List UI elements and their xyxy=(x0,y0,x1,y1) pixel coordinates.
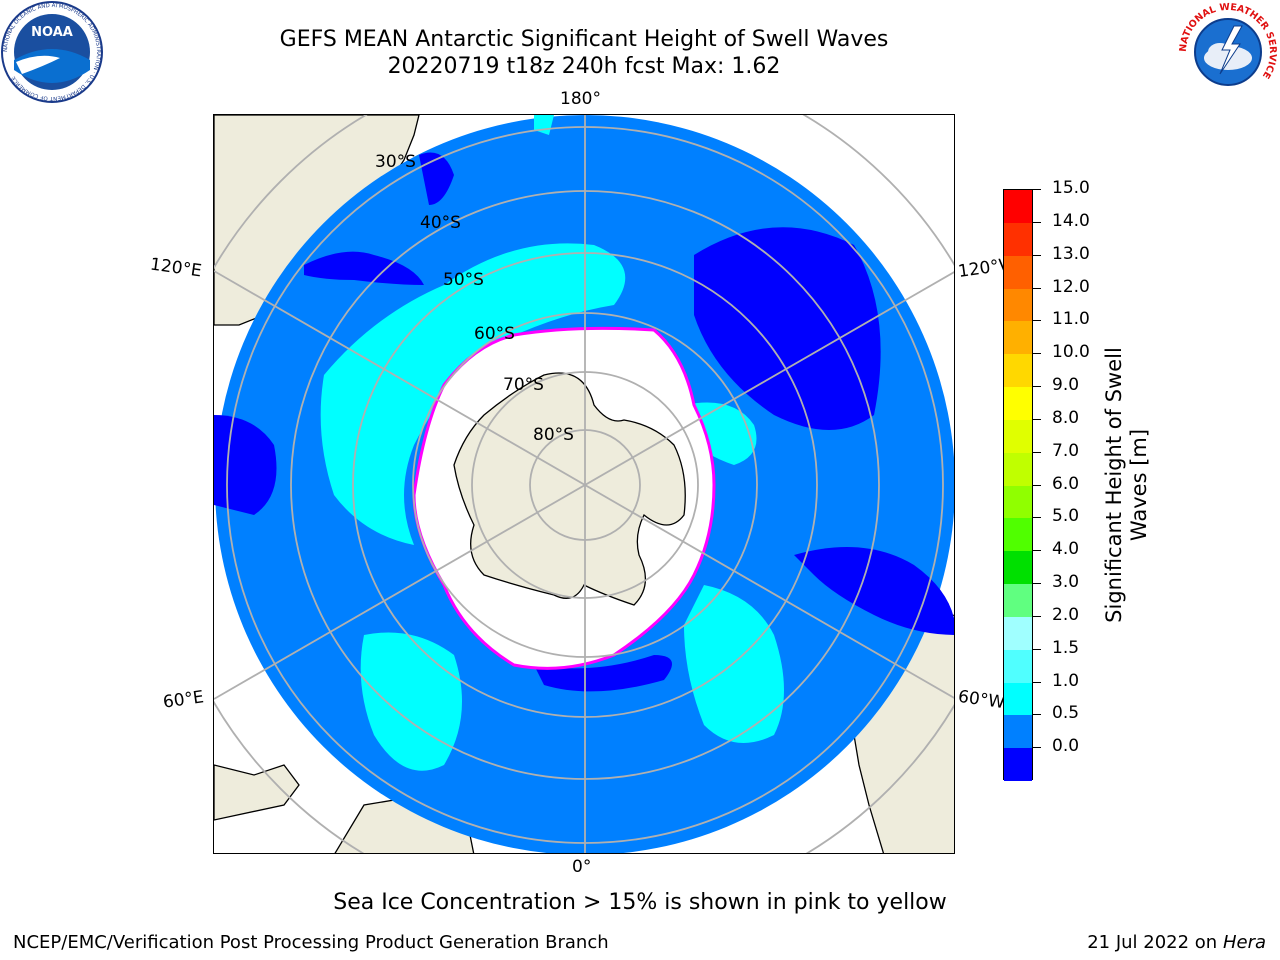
colorbar-tick-label: 5.0 xyxy=(1052,506,1080,527)
lon-label-lower-right: 60°W xyxy=(956,686,1007,714)
lat-label-50s: 50°S xyxy=(443,270,484,290)
colorbar-tick-label: 9.0 xyxy=(1052,375,1080,395)
colorbar-segment xyxy=(1004,255,1032,289)
colorbar-segment xyxy=(1004,321,1032,355)
title-line-1: GEFS MEAN Antarctic Significant Height o… xyxy=(279,27,889,52)
colorbar-tick xyxy=(1033,583,1041,584)
colorbar-tick-label: 3.0 xyxy=(1052,572,1080,592)
colorbar-tick-label: 10.0 xyxy=(1052,342,1090,363)
credit-text: NCEP/EMC/Verification Post Processing Pr… xyxy=(13,932,609,953)
colorbar-tick xyxy=(1033,451,1041,453)
colorbar-segment xyxy=(1004,551,1032,585)
lat-label-40s: 40°S xyxy=(420,213,461,233)
sea-ice-note: Sea Ice Concentration > 15% is shown in … xyxy=(333,890,947,915)
colorbar-segment xyxy=(1004,748,1032,782)
colorbar-segment xyxy=(1004,715,1032,749)
colorbar-tick xyxy=(1033,254,1041,256)
colorbar-segment xyxy=(1004,584,1032,618)
colorbar-tick xyxy=(1033,648,1041,650)
colorbar-tick-label: 7.0 xyxy=(1052,440,1080,461)
colorbar-tick xyxy=(1033,550,1041,552)
nws-logo: NATIONAL WEATHER SERVICE xyxy=(1178,2,1278,100)
colorbar-tick xyxy=(1033,484,1041,486)
colorbar-tick-label: 0.5 xyxy=(1052,703,1080,724)
colorbar-tick xyxy=(1033,615,1041,617)
noaa-logo: NOAA NATIONAL OCEANIC AND ATMOSPHERIC AD… xyxy=(1,1,103,103)
colorbar-tick xyxy=(1033,418,1041,420)
colorbar-tick-label: 8.0 xyxy=(1052,407,1080,428)
colorbar-segment xyxy=(1004,387,1032,421)
colorbar-tick-label: 11.0 xyxy=(1052,309,1090,330)
colorbar-tick xyxy=(1033,287,1041,289)
colorbar-tick-label: 13.0 xyxy=(1052,243,1090,264)
colorbar-tick xyxy=(1033,221,1041,223)
colorbar-title-line-1: Significant Height of Swell xyxy=(1102,347,1126,623)
title-line-2: 20220719 t18z 240h fcst Max: 1.62 xyxy=(387,54,781,79)
lon-label-lower-left: 60°E xyxy=(161,687,206,713)
lon-label-top: 180° xyxy=(560,89,601,109)
colorbar-tick-label: 2.0 xyxy=(1052,604,1080,625)
colorbar-segment xyxy=(1004,288,1032,322)
colorbar-segment xyxy=(1004,682,1032,716)
lat-label-60s: 60°S xyxy=(474,324,515,344)
graticule xyxy=(214,115,954,853)
colorbar-segment xyxy=(1004,419,1032,454)
colorbar-tick-label: 1.5 xyxy=(1052,637,1080,658)
colorbar-tick-label: 15.0 xyxy=(1052,178,1090,198)
antarctica-land xyxy=(453,372,686,606)
colorbar-tick xyxy=(1033,320,1041,322)
colorbar-tick xyxy=(1033,189,1041,190)
map-canvas xyxy=(214,115,954,853)
machine-name: Hera xyxy=(1222,932,1266,953)
colorbar-tick xyxy=(1033,714,1041,716)
low-swell-region xyxy=(214,152,954,692)
lon-label-upper-left: 120°E xyxy=(148,254,203,282)
date-value: 21 Jul 2022 on xyxy=(1087,932,1218,953)
colorbar-segment xyxy=(1004,222,1032,257)
colorbar-tick-label: 4.0 xyxy=(1052,539,1080,560)
colorbar-tick-label: 1.0 xyxy=(1052,670,1080,691)
colorbar-segment xyxy=(1004,649,1032,683)
colorbar-tick-label: 14.0 xyxy=(1052,210,1090,231)
colorbar-segment xyxy=(1004,518,1032,552)
colorbar-segment xyxy=(1004,190,1032,224)
colorbar-segment xyxy=(1004,354,1032,388)
colorbar-segment xyxy=(1004,452,1032,486)
colorbar-tick xyxy=(1033,386,1041,387)
colorbar-tick-label: 12.0 xyxy=(1052,276,1090,297)
polar-map xyxy=(213,114,955,854)
colorbar xyxy=(1003,189,1033,782)
colorbar-tick xyxy=(1033,747,1041,749)
lon-label-bottom: 0° xyxy=(572,857,592,877)
date-text: 21 Jul 2022 on Hera xyxy=(1087,932,1266,953)
colorbar-tick xyxy=(1033,353,1041,355)
colorbar-tick-label: 6.0 xyxy=(1052,473,1080,494)
colorbar-tick xyxy=(1033,681,1041,683)
lat-label-70s: 70°S xyxy=(503,375,544,395)
lat-label-80s: 80°S xyxy=(533,425,574,445)
colorbar-segment xyxy=(1004,616,1032,651)
lat-label-30s: 30°S xyxy=(375,152,416,172)
colorbar-segment xyxy=(1004,485,1032,519)
mid-swell-region xyxy=(320,115,784,771)
colorbar-title-line-2: Waves [m] xyxy=(1127,428,1151,542)
colorbar-tick-label: 0.0 xyxy=(1052,736,1080,757)
colorbar-tick xyxy=(1033,517,1041,519)
svg-text:NOAA: NOAA xyxy=(31,25,73,40)
